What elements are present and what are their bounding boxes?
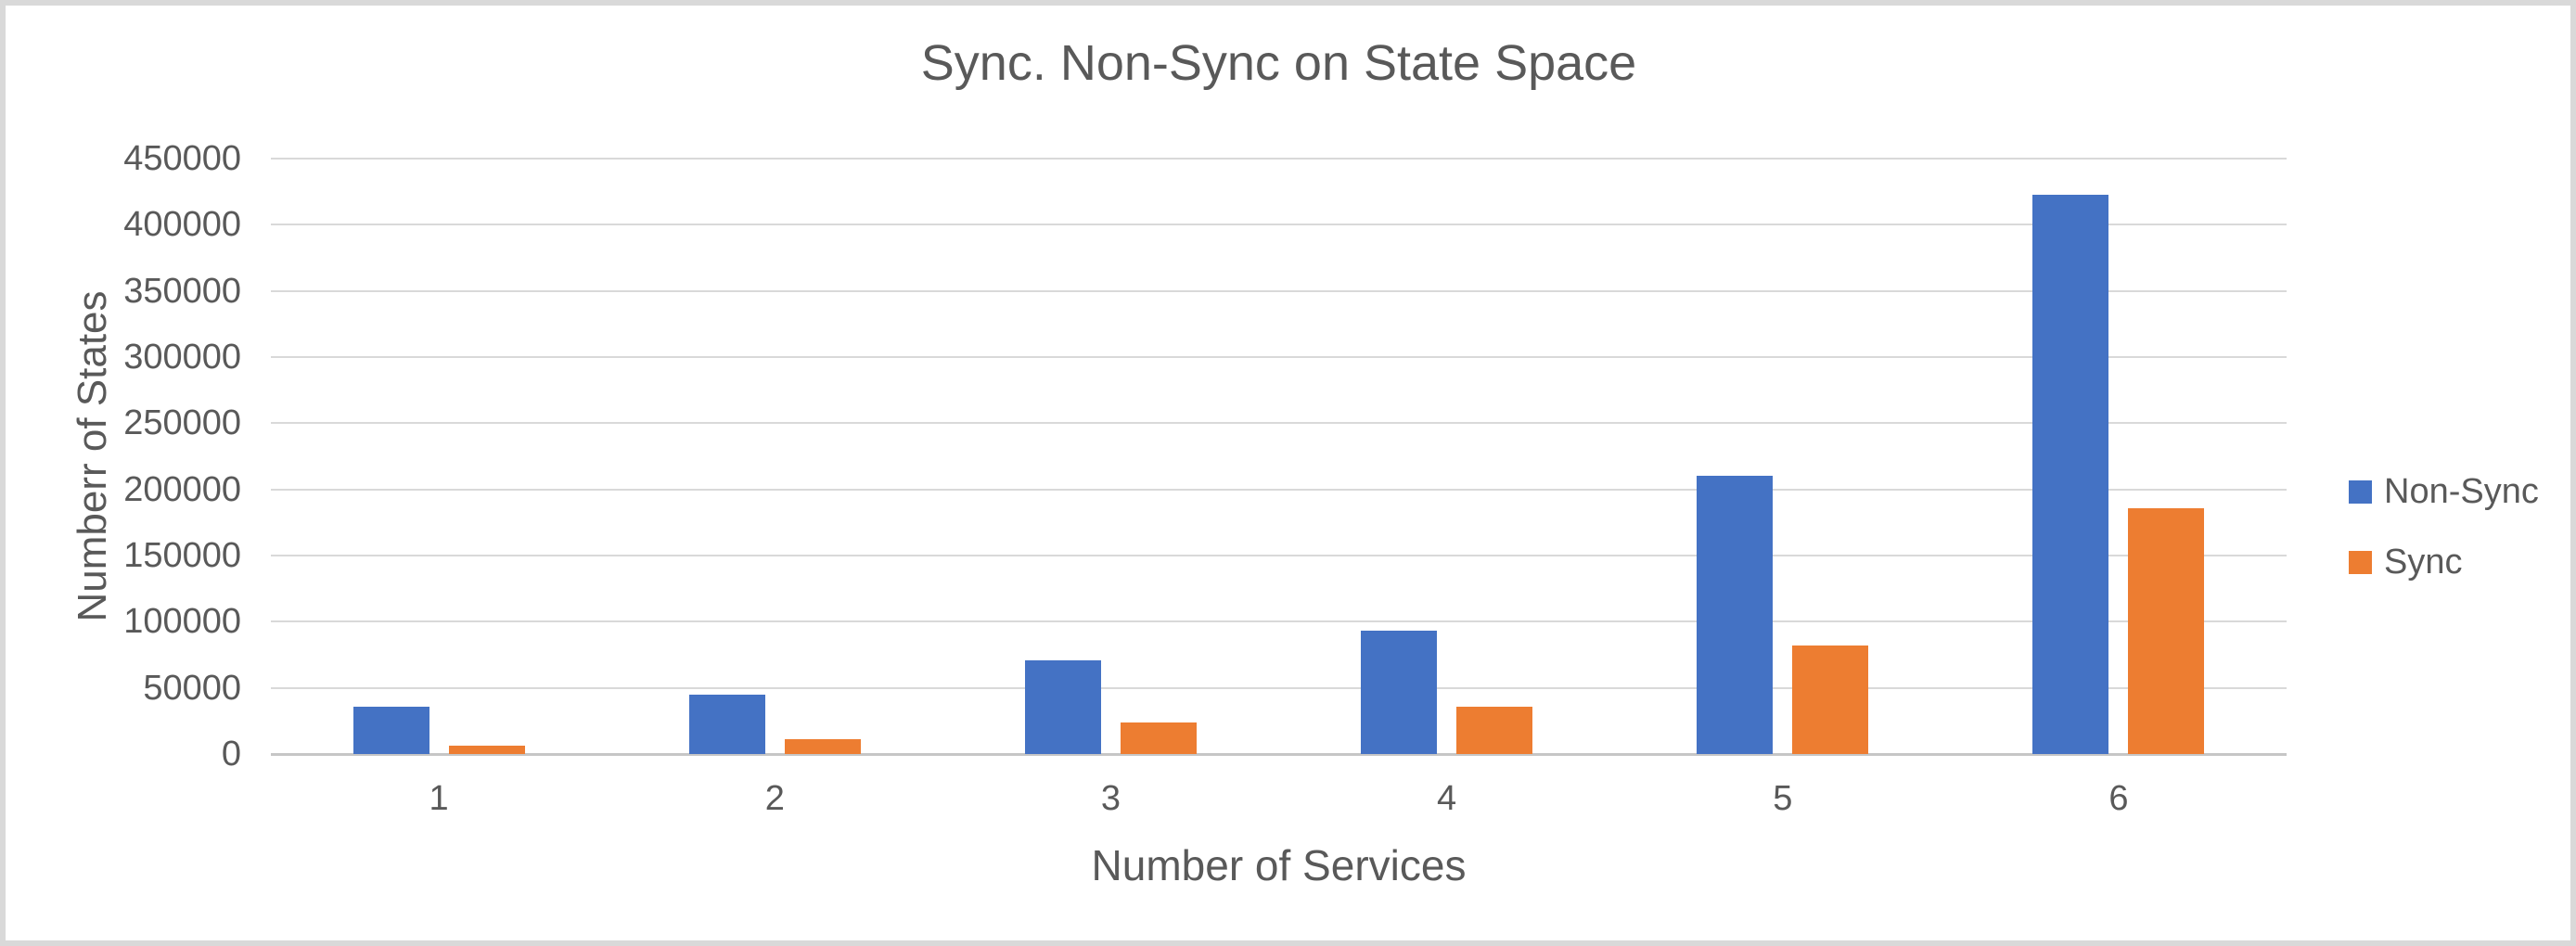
y-tick-label: 300000 <box>123 338 241 377</box>
x-axis-tick-labels: 1 2 3 4 5 6 <box>271 779 2287 818</box>
bar-non-sync-1 <box>352 706 429 754</box>
legend-swatch-sync-icon <box>2349 550 2372 574</box>
y-axis-tick-labels: 0 50000 100000 150000 200000 250000 300000 3500… <box>0 139 241 773</box>
legend-label-sync: Sync <box>2384 543 2463 582</box>
y-tick-label: 350000 <box>123 271 241 311</box>
x-tick-label: 4 <box>1437 779 1457 818</box>
x-tick-label: 5 <box>1773 779 1793 818</box>
y-tick-label: 400000 <box>123 205 241 245</box>
legend: Non-Sync Sync <box>2349 471 2539 582</box>
y-tick-label: 200000 <box>123 469 241 509</box>
bar-non-sync-5 <box>1697 476 1774 754</box>
bar-non-sync-3 <box>1024 659 1101 754</box>
gridline <box>271 158 2287 160</box>
bar-sync-4 <box>1456 706 1533 754</box>
y-tick-label: 450000 <box>123 139 241 178</box>
legend-label-non-sync: Non-Sync <box>2384 472 2539 511</box>
gridline <box>271 488 2287 491</box>
y-tick-label: 250000 <box>123 403 241 443</box>
x-tick-label: 1 <box>429 779 449 818</box>
bar-non-sync-2 <box>688 694 765 754</box>
gridline <box>271 620 2287 623</box>
gridline <box>271 753 2287 756</box>
bar-sync-1 <box>448 746 525 754</box>
legend-entry-sync: Sync <box>2349 542 2539 582</box>
bar-sync-3 <box>1120 722 1197 754</box>
x-tick-label: 6 <box>2108 779 2129 818</box>
y-tick-label: 0 <box>221 735 241 773</box>
bar-non-sync-4 <box>1361 631 1438 754</box>
gridline <box>271 356 2287 358</box>
bar-non-sync-6 <box>2032 194 2109 754</box>
gridline <box>271 289 2287 292</box>
y-tick-label: 50000 <box>143 668 241 708</box>
chart-title: Sync. Non-Sync on State Space <box>920 35 1637 91</box>
y-tick-label: 100000 <box>123 602 241 642</box>
bar-sync-2 <box>784 739 861 754</box>
gridline <box>271 422 2287 425</box>
bar-sync-5 <box>1792 646 1869 754</box>
legend-entry-non-sync: Non-Sync <box>2349 471 2539 512</box>
bar-sync-6 <box>2128 507 2205 754</box>
gridline <box>271 555 2287 556</box>
x-tick-label: 3 <box>1100 779 1121 818</box>
plot-area <box>271 158 2287 756</box>
x-tick-label: 2 <box>764 779 785 818</box>
legend-swatch-non-sync-icon <box>2349 479 2372 504</box>
y-tick-label: 150000 <box>123 536 241 575</box>
x-axis-title: Number of Services <box>1091 841 1467 889</box>
gridline <box>271 686 2287 689</box>
gridline <box>271 224 2287 226</box>
